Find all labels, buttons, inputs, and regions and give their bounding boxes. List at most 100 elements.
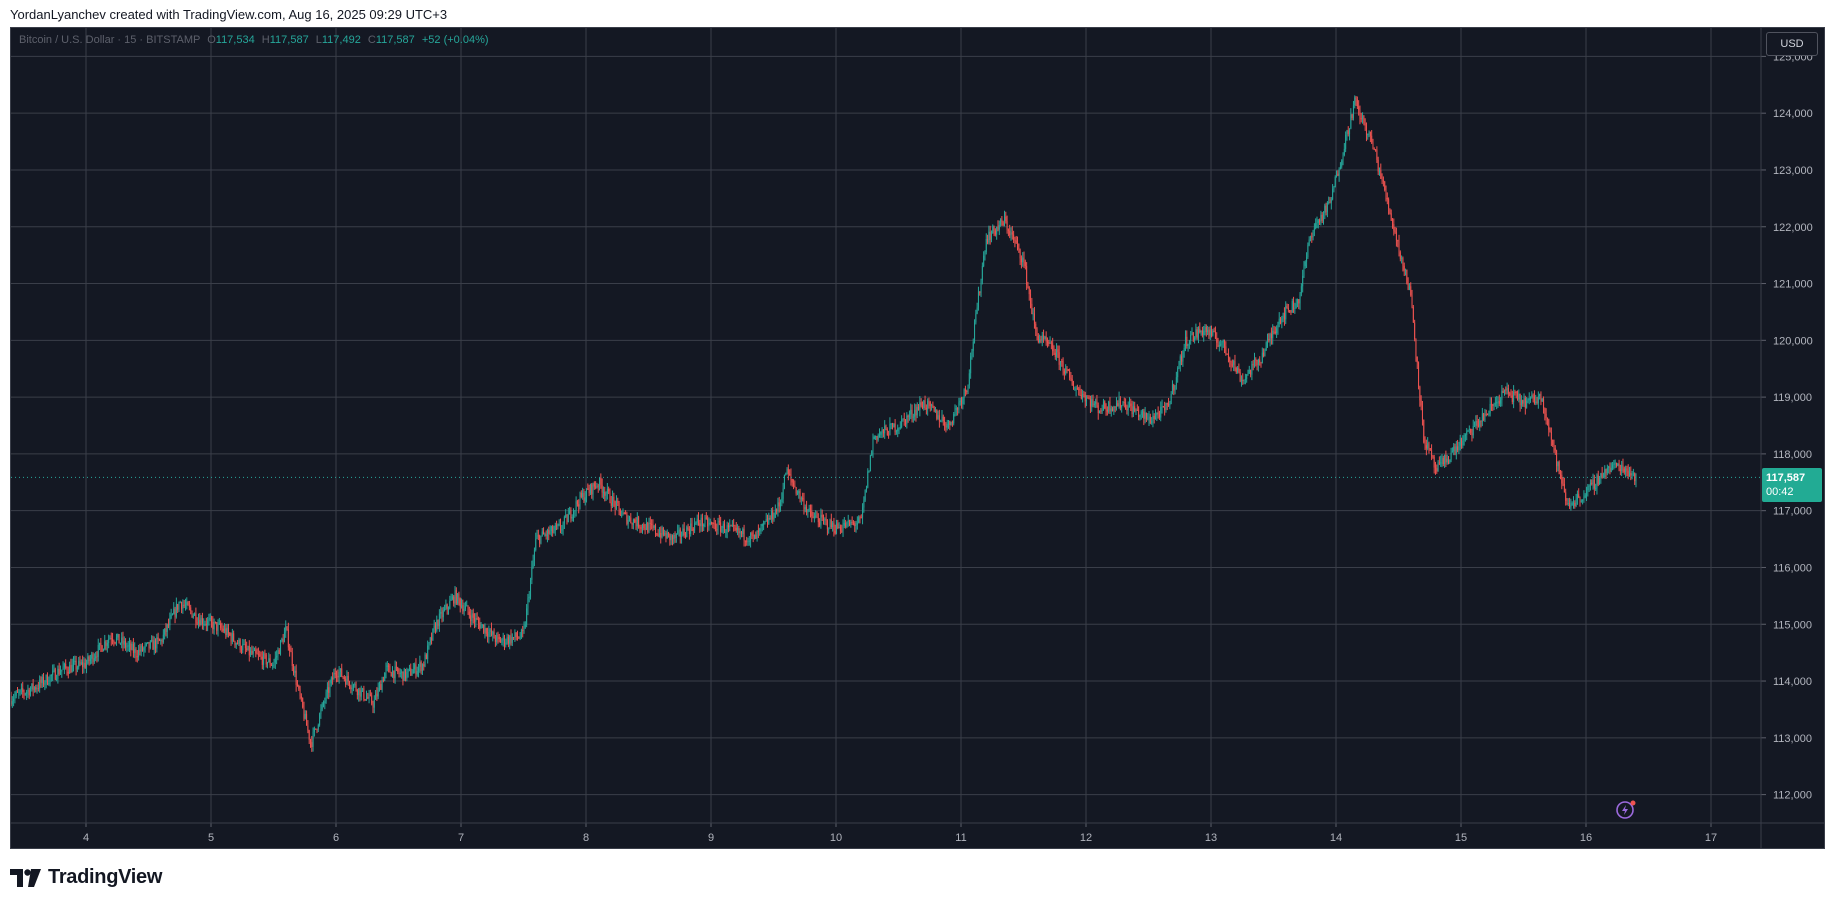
candle-body <box>1274 331 1276 334</box>
candle-body <box>1086 397 1088 402</box>
candle-body <box>642 524 644 529</box>
candle-body <box>1134 406 1136 412</box>
candle-body <box>479 622 481 629</box>
candle-body <box>207 620 209 626</box>
candle-body <box>1397 240 1399 242</box>
candle-body <box>1569 503 1571 508</box>
candle-body <box>1059 361 1061 365</box>
candle-body <box>849 520 851 525</box>
candle-body <box>1489 403 1491 414</box>
candle-body <box>881 429 883 433</box>
candle-body <box>931 404 933 406</box>
candle-body <box>384 672 386 682</box>
candle-body <box>761 523 763 527</box>
candle-body <box>1160 406 1162 418</box>
candle-body <box>1610 467 1612 472</box>
candle-body <box>816 515 818 518</box>
candle-body <box>975 313 977 323</box>
candle-body <box>153 640 155 650</box>
candle-body <box>955 408 957 410</box>
candle-body <box>649 522 651 524</box>
candle-body <box>191 610 193 618</box>
candle-body <box>1224 339 1226 347</box>
candle-body <box>1350 114 1352 129</box>
candle-body <box>940 421 942 423</box>
legend-close: 117,587 <box>375 34 415 46</box>
candle-body <box>910 409 912 415</box>
candle-body <box>471 613 473 622</box>
candle-body <box>631 522 633 526</box>
candle-body <box>703 524 705 527</box>
candle-body <box>528 596 530 598</box>
candle-body <box>420 662 422 672</box>
candle-body <box>1126 408 1128 411</box>
lightning-icon[interactable] <box>1616 800 1636 819</box>
candle-body <box>1471 432 1473 436</box>
candle-body <box>574 510 576 512</box>
candle-body <box>941 416 943 422</box>
candle-body <box>1195 329 1197 338</box>
candle-body <box>1453 446 1455 452</box>
candle-body <box>1449 459 1451 463</box>
candle-body <box>1537 396 1539 404</box>
tradingview-logo[interactable]: TradingView <box>10 866 162 889</box>
candle-body <box>313 728 315 733</box>
candle-body <box>500 639 502 643</box>
candle-body <box>261 656 263 665</box>
candle-body <box>1388 199 1390 209</box>
candle-body <box>328 687 330 693</box>
last-price-tag: 117,587 00:42 <box>1762 468 1822 503</box>
candle-body <box>1412 307 1414 323</box>
candle-body <box>1278 318 1280 324</box>
candle-body <box>196 622 198 624</box>
candle-body <box>1475 420 1477 427</box>
candle-body <box>1093 403 1095 406</box>
candle-body <box>1532 395 1534 397</box>
candle-body <box>246 648 248 650</box>
candle-body <box>187 602 189 606</box>
candle-body <box>1000 219 1002 225</box>
candle-body <box>638 517 640 528</box>
candle-body <box>593 483 595 487</box>
candle-body <box>1440 462 1442 464</box>
candle-body <box>1445 455 1447 463</box>
candle-body <box>1142 411 1144 413</box>
candle-body <box>252 650 254 654</box>
candle-body <box>251 650 253 654</box>
candle-body <box>854 523 856 527</box>
candle-body <box>1066 368 1068 370</box>
currency-button[interactable]: USD <box>1766 32 1818 56</box>
candle-body <box>1519 393 1521 406</box>
candle-body <box>296 684 298 686</box>
candle-body <box>1192 332 1194 341</box>
candle-body <box>565 514 567 517</box>
candle-body <box>1050 342 1052 344</box>
candle-body <box>497 635 499 638</box>
candle-body <box>287 629 289 648</box>
candle-body <box>291 652 293 666</box>
candle-body <box>306 713 308 726</box>
candle-body <box>1251 364 1253 375</box>
candle-body <box>1496 401 1498 404</box>
candle-body <box>623 513 625 515</box>
candle-body <box>738 527 740 534</box>
candle-body <box>808 507 810 511</box>
candle-body <box>1024 261 1026 267</box>
candle-body <box>1623 468 1625 473</box>
candle-body <box>661 527 663 538</box>
candle-body <box>1384 181 1386 191</box>
candle-body <box>96 656 98 658</box>
candle-body <box>501 640 503 643</box>
price-chart[interactable]: 112,000 113,000 114,000 115,000 116,000 117,0… <box>11 28 1825 849</box>
candle-body <box>135 648 137 657</box>
candle-body <box>104 641 106 650</box>
candle-body <box>169 617 171 626</box>
candle-body <box>782 488 784 499</box>
candle-body <box>755 534 757 539</box>
candle-body <box>1597 475 1599 485</box>
candle-body <box>1139 414 1141 417</box>
chart-panel[interactable]: 112,000 113,000 114,000 115,000 116,000 117,0… <box>10 27 1825 849</box>
candle-body <box>1451 451 1453 453</box>
candle-body <box>74 660 76 663</box>
candle-body <box>114 642 116 644</box>
